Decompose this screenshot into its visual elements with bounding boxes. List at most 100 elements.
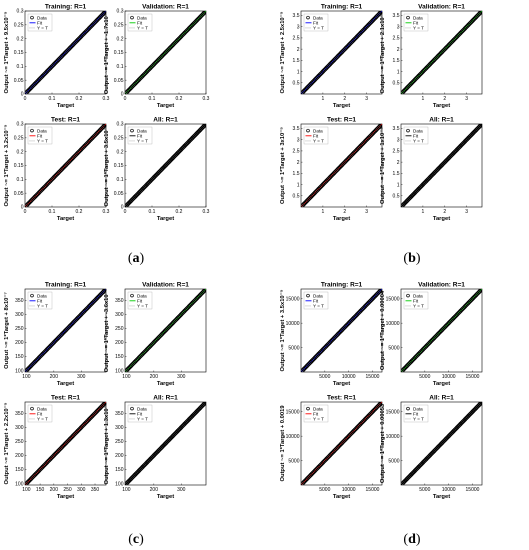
data-point xyxy=(155,449,160,455)
data-point xyxy=(375,404,380,409)
data-point xyxy=(38,467,43,472)
data-point xyxy=(29,476,34,481)
data-point xyxy=(378,124,382,128)
data-point xyxy=(344,435,349,441)
data-point xyxy=(412,77,418,82)
data-point xyxy=(101,402,106,407)
data-point xyxy=(434,446,439,451)
legend-box xyxy=(127,126,153,145)
data-point xyxy=(475,291,480,296)
y-tick-label: 0.05 xyxy=(14,78,24,84)
data-point xyxy=(311,78,317,83)
data-point xyxy=(94,409,100,414)
x-tick-label: 0 xyxy=(124,96,127,102)
data-point xyxy=(190,135,195,141)
x-tick-label: 5000 xyxy=(419,374,430,380)
data-point xyxy=(59,167,64,172)
data-point xyxy=(462,304,468,309)
data-point xyxy=(194,409,200,414)
data-point xyxy=(184,419,189,424)
data-point xyxy=(86,139,92,144)
data-point xyxy=(435,167,440,172)
data-point xyxy=(367,412,372,417)
data-point xyxy=(326,63,331,68)
data-point xyxy=(302,87,308,93)
data-point xyxy=(169,43,175,49)
data-point xyxy=(130,197,135,202)
data-point xyxy=(308,473,313,478)
data-point xyxy=(361,140,367,145)
data-point xyxy=(173,40,178,45)
data-point xyxy=(469,132,474,137)
data-point xyxy=(83,29,88,35)
data-point xyxy=(377,11,382,16)
data-point xyxy=(317,185,322,191)
data-point xyxy=(175,37,180,43)
y-tick-label: 1.5 xyxy=(393,58,400,64)
data-point xyxy=(34,357,39,363)
data-point xyxy=(134,192,139,198)
data-point xyxy=(30,362,35,367)
data-point xyxy=(43,70,49,75)
data-point xyxy=(73,40,78,45)
x-tick-label: 0.3 xyxy=(103,96,110,102)
regression-panel: All: R=1 5000 10000 15000 5000 10000 15000 Targ… xyxy=(380,395,483,500)
data-point xyxy=(440,327,445,332)
data-point xyxy=(167,46,172,51)
data-point xyxy=(83,420,88,426)
y-tick-label: 250 xyxy=(15,439,24,445)
data-point xyxy=(189,414,194,420)
data-point xyxy=(473,15,478,21)
data-point xyxy=(450,430,455,435)
data-point xyxy=(301,368,305,372)
data-point xyxy=(374,14,379,19)
data-point xyxy=(58,168,63,173)
data-point xyxy=(139,75,144,80)
x-tick-label: 0 xyxy=(24,209,27,215)
panel-title: Validation: R=1 xyxy=(418,4,465,11)
data-point xyxy=(59,445,64,450)
legend-data-label: Data xyxy=(413,406,423,411)
y-tick-label: 0.2 xyxy=(117,36,124,42)
plot-area xyxy=(125,11,206,94)
data-point xyxy=(89,301,94,307)
data-point xyxy=(169,156,175,162)
x-tick-label: 0.1 xyxy=(149,209,156,215)
y-tick-label: 0.25 xyxy=(114,23,124,29)
data-point xyxy=(69,156,75,162)
data-point xyxy=(366,300,371,306)
data-point xyxy=(337,51,343,57)
data-point xyxy=(185,305,191,310)
data-point xyxy=(182,30,187,36)
data-point xyxy=(178,147,184,152)
data-point xyxy=(98,127,103,132)
y-tick-label: 0.2 xyxy=(117,149,124,155)
data-point xyxy=(378,11,382,15)
data-point xyxy=(419,70,425,75)
plot-area xyxy=(301,11,382,94)
data-point xyxy=(68,435,73,441)
data-point xyxy=(84,28,89,33)
data-point xyxy=(373,406,378,412)
data-point xyxy=(466,300,471,306)
y-tick-label: 200 xyxy=(115,453,124,459)
x-tick-label: 100 xyxy=(122,487,131,493)
data-point xyxy=(340,162,345,167)
data-point xyxy=(49,455,54,460)
legend-fit-label: Fit xyxy=(313,133,319,138)
data-point xyxy=(184,28,189,33)
data-point xyxy=(39,466,44,471)
data-point xyxy=(310,357,315,363)
data-point xyxy=(149,177,154,182)
data-point xyxy=(26,200,32,206)
y-tick-label: 0.15 xyxy=(114,163,124,169)
data-point xyxy=(451,428,456,434)
data-point xyxy=(61,329,67,335)
data-point xyxy=(77,148,83,153)
data-point xyxy=(91,299,96,304)
data-point xyxy=(193,132,198,137)
y-axis-label: Output ~= 1*Target + -1.7x10⁻⁷ xyxy=(104,10,110,94)
data-point xyxy=(337,442,343,448)
